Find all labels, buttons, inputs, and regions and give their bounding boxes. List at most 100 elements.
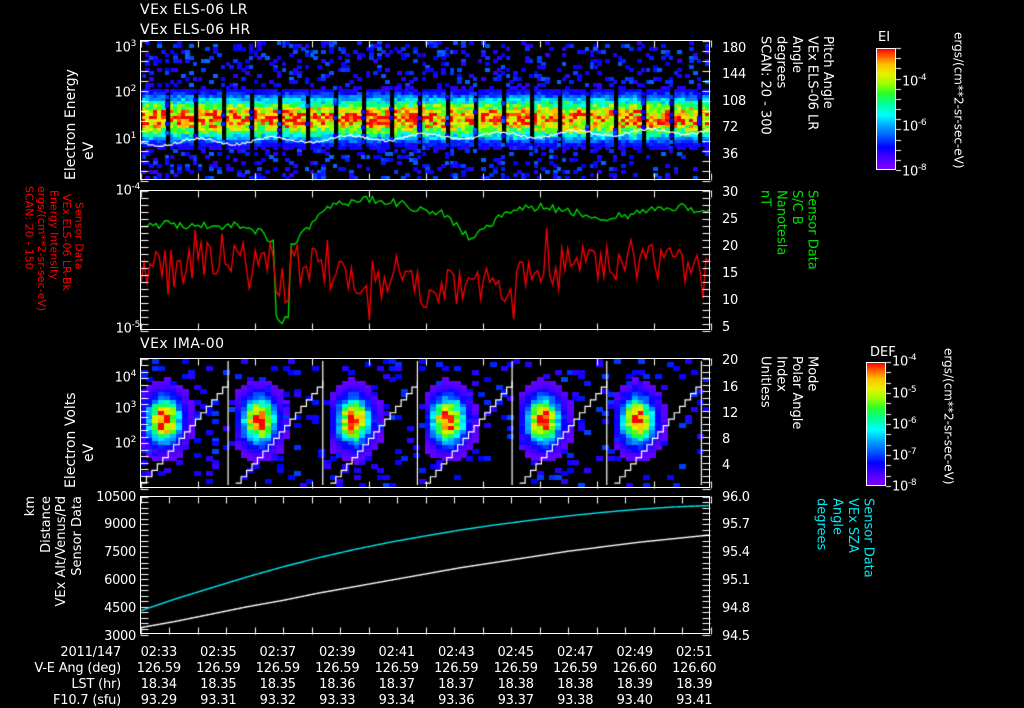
lst-4: 18.37 bbox=[378, 677, 415, 692]
panel4-rtick-954: 95.4 bbox=[722, 545, 750, 560]
panel2-right-line-2: Nanotesla bbox=[773, 190, 789, 256]
panel3-colorbar bbox=[866, 362, 886, 486]
panel4-ytick-10500: 10500 bbox=[96, 490, 136, 505]
lst-2: 18.35 bbox=[259, 677, 296, 692]
panel2-lineplot bbox=[140, 190, 710, 330]
panel2-rtick-10: 10 bbox=[722, 293, 738, 308]
panel1-right-line-4: SCAN: 20 - 300 bbox=[757, 36, 773, 135]
table-row-ve-ang: V-E Ang (deg) 126.59 126.59 126.59 126.5… bbox=[0, 661, 724, 677]
panel4-ytick-7500: 7500 bbox=[104, 545, 136, 560]
f107-6: 93.37 bbox=[497, 693, 534, 708]
table-row-f107: F10.7 (sfu) 93.29 93.31 93.32 93.33 93.3… bbox=[0, 693, 724, 708]
panel2-ytick-1e-4: 10-4 bbox=[115, 182, 141, 199]
panel4-right-axis-title: Sensor Data VEx SZA Angle degrees bbox=[812, 498, 876, 638]
panel1-rtick-108: 108 bbox=[722, 94, 746, 109]
panel1-right-line-1: VEx ELS-06 LR bbox=[804, 36, 820, 131]
panel1-right-line-3: degrees bbox=[773, 36, 789, 89]
panel3-rtick-4: 4 bbox=[722, 458, 730, 473]
panel4-right-line-2: Angle bbox=[829, 498, 845, 535]
panel1-title-hr: VEx ELS-06 HR bbox=[140, 22, 251, 38]
panel1-rtick-72: 72 bbox=[722, 120, 738, 135]
panel3-right-axis-title: Mode Polar Angle Index Unitless bbox=[756, 356, 820, 490]
panel3-rtick-16: 16 bbox=[722, 380, 738, 395]
f107-8: 93.40 bbox=[616, 693, 653, 708]
panel1-left-axis-title-text: Electron Energy bbox=[63, 69, 79, 180]
panel3-left-axis-units-text: eV bbox=[81, 443, 97, 462]
panel4-ytick-6000: 6000 bbox=[104, 573, 136, 588]
time-9: 02:51 bbox=[675, 645, 713, 660]
panel3-left-axis-title: Electron Volts bbox=[63, 358, 79, 488]
panel3-left-axis-units: eV bbox=[81, 412, 97, 462]
lst-9: 18.39 bbox=[676, 677, 713, 692]
panel1-right-line-0: Pitch Angle bbox=[820, 36, 836, 109]
table-row-time: 2011/147 02:33 02:35 02:37 02:39 02:41 0… bbox=[0, 645, 724, 661]
f107-7: 93.38 bbox=[557, 693, 594, 708]
panel2-left-axis-title: Sensor Data VEx ELS-06 LR-Bk Energy Inte… bbox=[22, 186, 86, 334]
panel1-ytick-1e2: 102 bbox=[114, 84, 137, 101]
time-0: 02:33 bbox=[140, 645, 178, 660]
panel1-right-line-2: Angle bbox=[788, 36, 804, 73]
panel2-rtick-20: 20 bbox=[722, 239, 738, 254]
panel3-cbar-tick-2: 10-6 bbox=[892, 416, 917, 433]
panel1-ytick-1e1: 101 bbox=[114, 131, 137, 148]
panel4-lineplot bbox=[140, 496, 710, 634]
panel4-ytick-3000: 3000 bbox=[104, 629, 136, 644]
panel1-rtick-180: 180 bbox=[722, 41, 746, 56]
time-6: 02:45 bbox=[497, 645, 534, 660]
panel1-colorbar bbox=[876, 48, 896, 170]
panel1-colorbar-units: ergs/(cm**2-sr-sec-eV) bbox=[951, 32, 966, 169]
ve-ang-0: 126.59 bbox=[136, 661, 181, 676]
panel3-cbar-tick-0: 10-4 bbox=[892, 353, 917, 370]
panel1-spectrogram bbox=[140, 40, 710, 180]
panel4-rtick-960: 96.0 bbox=[722, 490, 750, 505]
panel1-left-axis-units-text: eV bbox=[81, 141, 97, 160]
panel2-left-line-2: Energy Intensity bbox=[47, 190, 61, 280]
panel3-rtick-20: 20 bbox=[722, 353, 738, 368]
panel1-left-axis-units: eV bbox=[81, 100, 97, 160]
bottom-data-table: 2011/147 02:33 02:35 02:37 02:39 02:41 0… bbox=[0, 645, 724, 708]
panel2-rtick-15: 15 bbox=[722, 266, 738, 281]
panel3-ytick-1e2: 102 bbox=[114, 435, 137, 452]
panel4-left-line-3: km bbox=[23, 496, 38, 517]
ve-ang-9: 126.60 bbox=[672, 661, 717, 676]
row-label-ve-ang: V-E Ang (deg) bbox=[34, 661, 122, 676]
panel2-left-line-0: Sensor Data bbox=[72, 202, 86, 270]
f107-5: 93.36 bbox=[438, 693, 475, 708]
panel2-rtick-30: 30 bbox=[722, 185, 738, 200]
panel3-ytick-1e3: 103 bbox=[114, 400, 137, 417]
panel2-right-line-1: S/C B bbox=[788, 190, 804, 225]
panel1-ytick-1e3: 103 bbox=[114, 39, 137, 56]
time-1: 02:35 bbox=[200, 645, 237, 660]
ve-ang-6: 126.59 bbox=[493, 661, 538, 676]
panel2-right-line-0: Sensor Data bbox=[804, 190, 820, 270]
table-row-lst: LST (hr) 18.34 18.35 18.35 18.36 18.37 1… bbox=[0, 677, 724, 693]
panel2-rtick-25: 25 bbox=[722, 212, 738, 227]
panel2-ytick-1e-5: 10-5 bbox=[115, 320, 141, 337]
lst-1: 18.35 bbox=[200, 677, 237, 692]
panel4-ytick-4500: 4500 bbox=[104, 601, 136, 616]
panel4-left-line-0: Sensor Data bbox=[69, 496, 85, 576]
panel1-cbar-tick-3: 10-8 bbox=[902, 163, 927, 180]
panel3-cbar-tick-4: 10-8 bbox=[892, 478, 917, 495]
panel3-left-axis-title-text: Electron Volts bbox=[63, 392, 79, 488]
f107-0: 93.29 bbox=[140, 693, 177, 708]
panel1-right-axis-title: Pitch Angle VEx ELS-06 LR Angle degrees … bbox=[756, 36, 836, 182]
time-3: 02:39 bbox=[319, 645, 356, 660]
time-4: 02:41 bbox=[378, 645, 416, 660]
panel4-right-line-3: degrees bbox=[813, 498, 829, 551]
panel3-cbar-tick-3: 10-7 bbox=[892, 447, 917, 464]
panel2-rtick-5: 5 bbox=[722, 320, 730, 335]
row-label-lst: LST (hr) bbox=[71, 677, 122, 692]
ve-ang-8: 126.60 bbox=[612, 661, 657, 676]
panel4-rtick-945: 94.5 bbox=[722, 629, 750, 644]
panel4-rtick-948: 94.8 bbox=[722, 601, 750, 616]
lst-0: 18.34 bbox=[140, 677, 177, 692]
lst-5: 18.37 bbox=[438, 677, 475, 692]
ve-ang-2: 126.59 bbox=[255, 661, 300, 676]
panel3-spectrogram bbox=[140, 358, 710, 488]
ve-ang-4: 126.59 bbox=[374, 661, 419, 676]
lst-6: 18.38 bbox=[497, 677, 534, 692]
panel2-left-line-1: VEx ELS-06 LR-Bk bbox=[60, 194, 74, 291]
panel3-ytick-1e4: 104 bbox=[114, 369, 137, 386]
